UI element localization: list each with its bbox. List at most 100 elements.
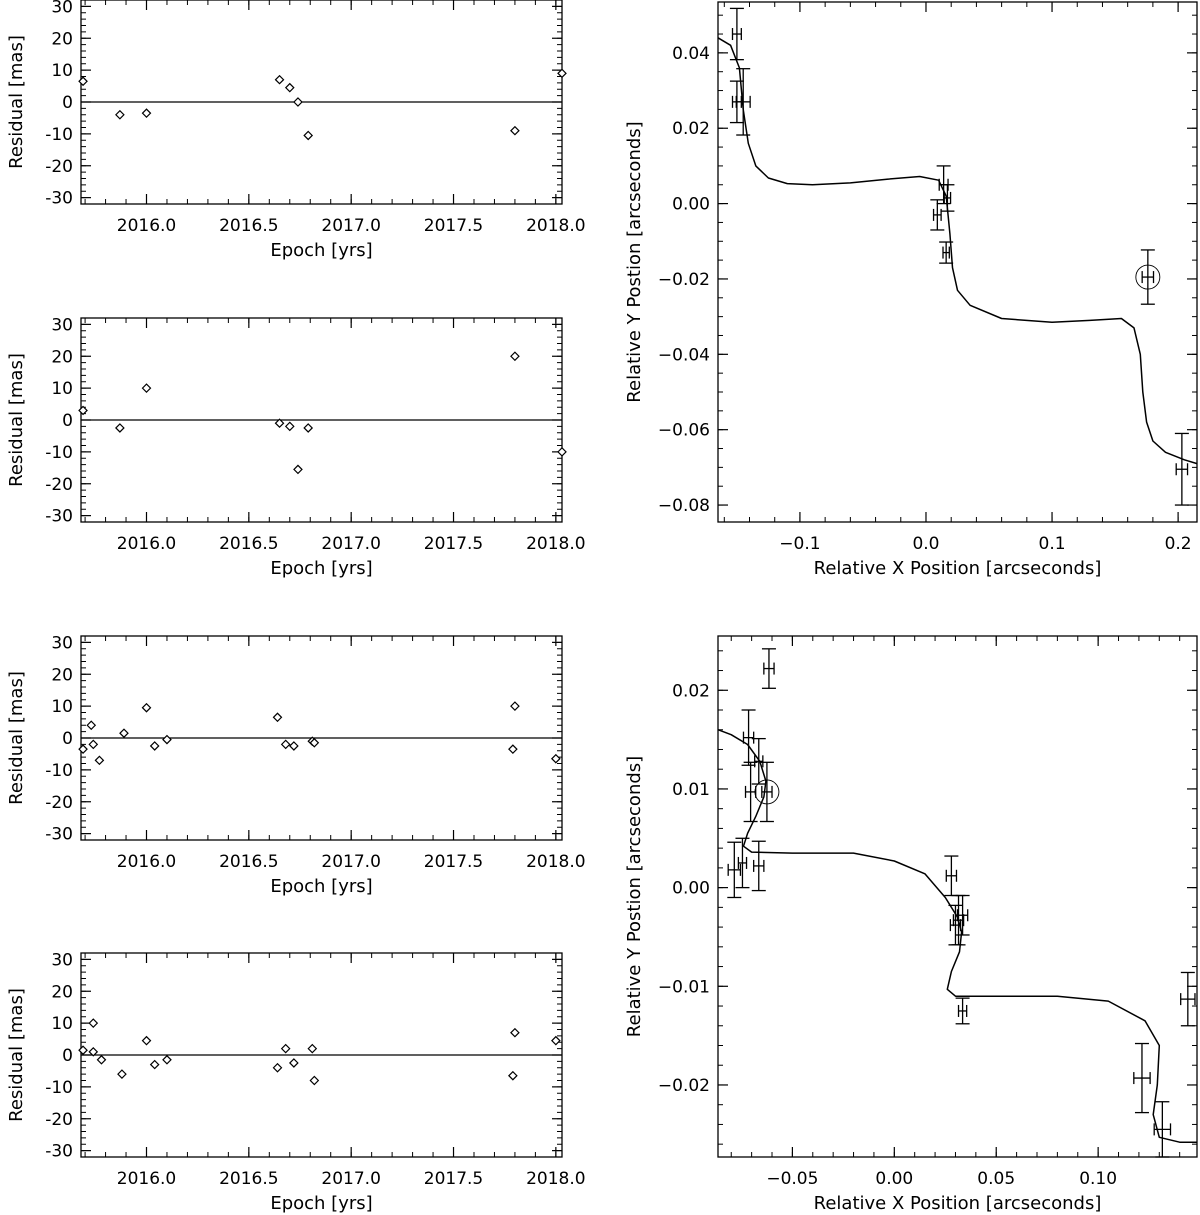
astrometry-point	[761, 648, 776, 689]
astrometry-point	[1133, 1042, 1151, 1114]
astrometry-point	[1174, 432, 1189, 506]
astrometry-point	[940, 184, 955, 212]
residual-point	[115, 109, 125, 120]
residual-point	[162, 1054, 172, 1065]
astrometry-point	[955, 997, 970, 1025]
y-tick-label: −0.06	[658, 421, 710, 441]
y-tick-label: -10	[45, 443, 73, 463]
y-tick-label: 30	[51, 633, 73, 653]
data-layer	[717, 648, 1197, 1158]
residual-point	[309, 1075, 320, 1086]
residual-point	[141, 383, 152, 393]
residual-point	[510, 351, 520, 362]
y-axis-title: Residual [mas]	[6, 988, 27, 1122]
x-tick-label: 2016.0	[117, 216, 176, 236]
residual-point	[510, 125, 520, 136]
residual-point	[141, 1035, 152, 1046]
x-tick-label: 0.2	[1165, 534, 1192, 554]
astrometry-point	[735, 837, 750, 889]
x-axis-title: Relative X Position [arcseconds]	[814, 558, 1102, 579]
y-tick-label: -20	[45, 157, 73, 177]
x-tick-label: 2017.0	[321, 1169, 380, 1189]
residual-point	[280, 1043, 291, 1054]
astrometry-point	[729, 7, 744, 61]
astrometry-point	[751, 737, 766, 785]
x-tick-label: 2017.5	[424, 534, 483, 554]
y-tick-label: -30	[45, 507, 73, 527]
y-tick-label: 0	[62, 1046, 73, 1066]
residual-point	[280, 739, 291, 750]
y-tick-label: -20	[45, 475, 73, 495]
residual-point	[557, 447, 567, 457]
residual-point	[149, 1059, 160, 1070]
residual-point	[293, 464, 303, 475]
x-tick-label: 2017.0	[321, 216, 380, 236]
astrometry-point	[944, 855, 959, 897]
residual-point	[309, 737, 320, 748]
astrometry-point	[1135, 249, 1161, 305]
residual-point	[96, 1054, 107, 1065]
y-tick-label: −0.04	[658, 345, 710, 365]
x-tick-label: 0.0	[912, 534, 939, 554]
residual-point	[272, 1062, 283, 1073]
residual-point	[289, 1058, 299, 1068]
y-tick-label: 0.02	[672, 119, 710, 139]
residual-point	[303, 423, 314, 433]
y-tick-label: 30	[51, 950, 73, 970]
y-tick-label: -10	[45, 125, 73, 145]
y-tick-label: 10	[51, 1014, 73, 1034]
y-tick-label: -30	[45, 825, 73, 845]
x-tick-label: 2017.0	[321, 534, 380, 554]
x-tick-label: 2017.5	[424, 852, 483, 872]
astrometry-point	[948, 904, 963, 946]
x-tick-label: 2017.5	[424, 1169, 483, 1189]
y-axis-title: Residual [mas]	[6, 353, 27, 487]
data-layer	[78, 1018, 562, 1086]
x-tick-label: −0.1	[779, 534, 820, 554]
y-tick-label: -10	[45, 1078, 73, 1098]
highlight-circle	[754, 779, 780, 805]
x-axis-title: Epoch [yrs]	[270, 558, 372, 579]
residual-point	[117, 1069, 127, 1079]
plot-frame	[717, 1, 1198, 523]
y-axis-title: Residual [mas]	[6, 35, 27, 169]
residual-point	[551, 1035, 561, 1046]
panel-res-b-bottom: 2016.0 2016.5 2017.0 2017.5 2018.0 30 20 10 0 -10…	[6, 950, 586, 1214]
y-tick-label: −0.02	[658, 1076, 710, 1096]
astrometry-point	[735, 68, 751, 136]
y-tick-label: 0.00	[672, 195, 710, 215]
y-tick-label: −0.08	[658, 496, 710, 516]
y-tick-label: 30	[51, 0, 73, 17]
y-axis-title: Residual [mas]	[6, 671, 27, 805]
y-tick-label: -20	[45, 1110, 73, 1130]
astrometry-point	[727, 841, 742, 899]
astrometry-point	[751, 840, 766, 892]
highlight-circle	[1135, 264, 1161, 290]
x-tick-label: 2018.0	[526, 534, 585, 554]
data-layer	[78, 351, 567, 475]
residual-point	[162, 734, 172, 745]
y-tick-label: 0.04	[672, 44, 710, 64]
y-tick-label: -30	[45, 1142, 73, 1162]
residual-point	[510, 701, 520, 711]
y-tick-label: 30	[51, 315, 73, 335]
x-axis-title: Epoch [yrs]	[270, 876, 372, 897]
data-layer	[78, 68, 567, 141]
panel-res-a-bottom: 2016.0 2016.5 2017.0 2017.5 2018.0 30 20 10 0 -10…	[6, 315, 586, 579]
y-tick-label: 0.02	[672, 681, 710, 701]
astrometry-point	[930, 199, 945, 231]
residual-point	[94, 755, 105, 766]
y-tick-label: 20	[51, 665, 73, 685]
residual-point	[284, 421, 295, 432]
x-tick-label: 2017.5	[424, 216, 483, 236]
residual-point	[272, 712, 283, 723]
x-tick-label: 2018.0	[526, 216, 585, 236]
residual-point	[88, 739, 99, 750]
y-tick-label: 0.00	[672, 879, 710, 899]
residual-point	[303, 130, 314, 141]
plot-frame	[717, 635, 1198, 1158]
x-tick-label: 2016.0	[117, 852, 176, 872]
residual-point	[149, 741, 160, 751]
x-tick-label: 2016.5	[219, 534, 278, 554]
residual-point	[551, 753, 561, 764]
